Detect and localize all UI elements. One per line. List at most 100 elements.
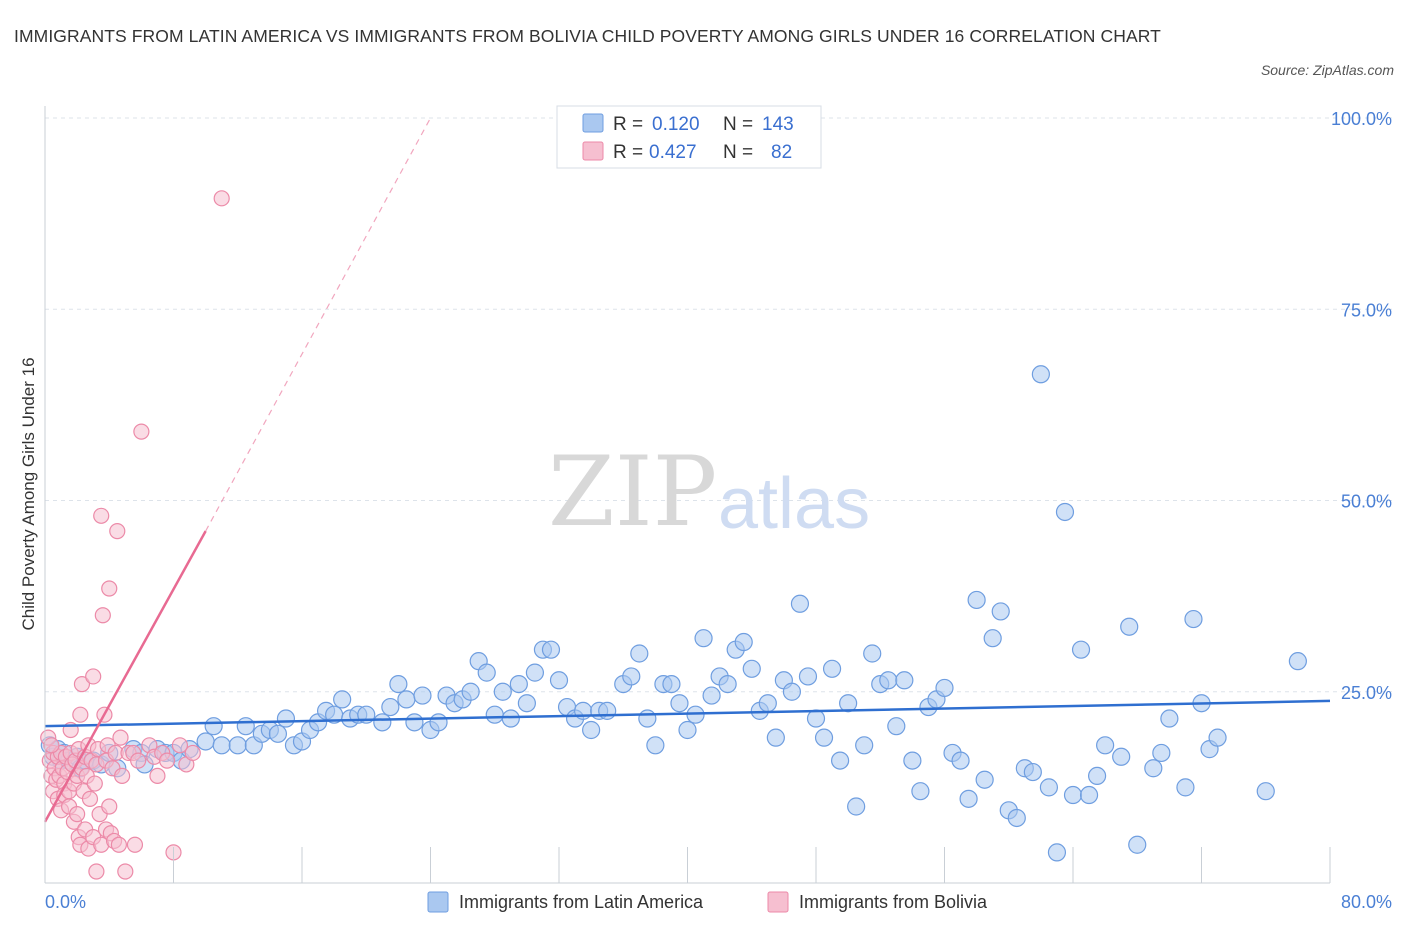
point-latin-america-121 (1023, 762, 1042, 782)
point-latin-america-114 (967, 590, 986, 610)
chart-title: IMMIGRANTS FROM LATIN AMERICA VS IMMIGRA… (14, 26, 1161, 46)
trend-line-bolivia (43, 530, 207, 823)
point-bolivia-78 (43, 737, 60, 754)
bottom-legend-swatch-blue (427, 891, 449, 913)
point-latin-america-123 (1039, 778, 1059, 797)
point-latin-america-103 (879, 671, 898, 690)
point-latin-america-57 (501, 709, 520, 728)
point-latin-america-22 (204, 717, 223, 736)
point-latin-america-83 (718, 674, 737, 694)
source-label: Source: ZipAtlas.com (1260, 62, 1394, 78)
bottom-legend-swatch-pink (767, 891, 789, 913)
point-latin-america-124 (1047, 843, 1067, 862)
point-latin-america-67 (582, 720, 601, 740)
point-latin-america-141 (1208, 728, 1227, 747)
point-latin-america-127 (1071, 640, 1091, 659)
point-bolivia-77 (184, 744, 201, 762)
point-latin-america-112 (951, 751, 970, 770)
point-latin-america-135 (1152, 743, 1171, 763)
point-bolivia-71 (149, 767, 166, 785)
point-latin-america-81 (702, 686, 721, 705)
bottom-legend-bolivia: Immigrants from Bolivia (799, 892, 988, 912)
y-tick-label-2: 75.0% (1341, 300, 1392, 320)
point-latin-america-128 (1079, 785, 1099, 805)
point-latin-america-115 (975, 770, 994, 789)
point-latin-america-54 (477, 663, 496, 682)
point-latin-america-44 (397, 690, 416, 709)
point-latin-america-52 (461, 682, 480, 701)
bottom-legend: Immigrants from Latin America Immigrants… (427, 891, 988, 913)
point-bolivia-62 (112, 729, 129, 746)
trend-line-bolivia-extension (205, 117, 432, 532)
point-latin-america-143 (1288, 652, 1307, 671)
point-bolivia-42 (86, 775, 103, 792)
point-latin-america-126 (1063, 785, 1083, 805)
point-latin-america-41 (373, 713, 392, 732)
point-bolivia-40 (85, 668, 102, 685)
grid-lines (45, 117, 1392, 693)
trend-line-latin-america (44, 699, 1331, 728)
legend-n-label-1: N = (723, 114, 753, 135)
point-latin-america-24 (228, 736, 247, 755)
point-latin-america-138 (1184, 609, 1203, 629)
y-tick-labels: 25.0% 50.0% 75.0% 100.0% (1331, 109, 1392, 703)
point-latin-america-92 (790, 594, 810, 613)
point-latin-america-129 (1087, 766, 1107, 786)
trend-lines (43, 117, 1331, 823)
point-latin-america-25 (236, 717, 255, 736)
point-latin-america-73 (638, 709, 657, 728)
point-latin-america-59 (517, 694, 536, 713)
point-latin-america-86 (742, 659, 761, 678)
legend-swatch-pink (582, 141, 604, 161)
point-latin-america-88 (758, 694, 777, 713)
point-latin-america-89 (766, 728, 785, 747)
point-latin-america-55 (485, 705, 504, 724)
point-bolivia-60 (109, 522, 126, 540)
point-latin-america-136 (1160, 709, 1179, 728)
point-bolivia-63 (113, 767, 131, 785)
point-bolivia-25 (69, 806, 86, 823)
x-tick-label-min: 0.0% (45, 892, 86, 912)
legend-n-value-2: 82 (771, 142, 792, 163)
point-latin-america-21 (196, 732, 215, 751)
point-latin-america-77 (670, 694, 689, 713)
point-bolivia-80 (126, 836, 144, 853)
point-bolivia-49 (94, 607, 111, 624)
point-bolivia-54 (101, 580, 118, 597)
point-bolivia-61 (110, 836, 127, 853)
point-bolivia-47 (93, 507, 110, 524)
point-latin-america-131 (1112, 747, 1131, 766)
point-latin-america-99 (847, 797, 866, 816)
legend-box: R = 0.120 N = 143 R = 0.427 N = 82 (556, 105, 822, 169)
point-latin-america-100 (855, 736, 874, 755)
point-latin-america-95 (814, 728, 834, 747)
point-latin-america-71 (622, 667, 641, 686)
point-latin-america-76 (662, 674, 681, 694)
point-latin-america-85 (734, 632, 753, 652)
point-latin-america-30 (276, 709, 296, 728)
point-latin-america-78 (678, 720, 697, 740)
point-latin-america-133 (1128, 835, 1147, 854)
axes (44, 106, 1331, 884)
point-bolivia-73 (158, 752, 176, 769)
point-latin-america-105 (895, 671, 914, 690)
point-latin-america-42 (381, 697, 400, 717)
point-bolivia-55 (101, 798, 118, 815)
point-bolivia-30 (73, 675, 91, 693)
y-tick-label-1: 50.0% (1341, 492, 1392, 512)
legend-r-value-2: 0.427 (649, 142, 697, 163)
point-latin-america-98 (839, 694, 858, 713)
point-latin-america-125 (1055, 502, 1075, 522)
legend-n-label-2: N = (723, 142, 753, 163)
point-bolivia-44 (88, 863, 105, 880)
x-tick-labels: 0.0% 80.0% (45, 892, 1392, 912)
point-latin-america-101 (863, 644, 882, 663)
point-latin-america-62 (541, 640, 561, 659)
legend-r-label-2: R = (613, 142, 643, 163)
point-latin-america-106 (903, 751, 922, 770)
point-bolivia-81 (213, 190, 230, 207)
point-latin-america-69 (598, 701, 617, 720)
point-latin-america-96 (822, 659, 842, 678)
point-latin-america-107 (911, 782, 930, 801)
